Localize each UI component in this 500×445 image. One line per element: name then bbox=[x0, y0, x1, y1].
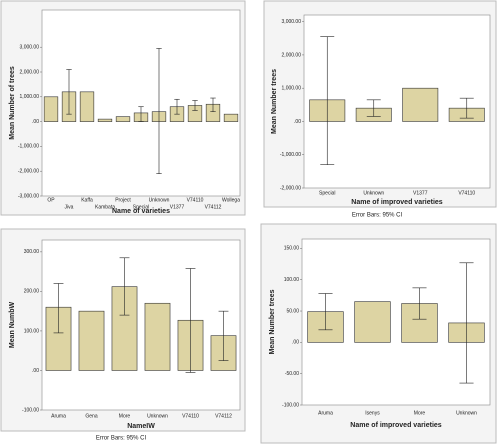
x-tick-label: Unknown bbox=[456, 410, 477, 416]
x-tick-label: Isenys bbox=[365, 410, 380, 416]
y-tick-label: .00 bbox=[292, 340, 299, 346]
y-tick-label: 1,000.00 bbox=[282, 86, 302, 92]
x-tick-label: Special bbox=[133, 204, 149, 210]
y-tick-label: 3,000.00 bbox=[20, 45, 40, 51]
y-axis-title: Mean Number trees bbox=[269, 289, 276, 354]
x-tick-label: Kambata bbox=[95, 204, 115, 210]
y-tick-label: -2,000.00 bbox=[18, 169, 39, 175]
y-tick-label: -2,000.00 bbox=[280, 185, 301, 191]
footnote: Error Bars: 95% CI bbox=[96, 436, 147, 442]
x-axis-title: NameIW bbox=[127, 423, 155, 430]
x-tick-label: V74110 bbox=[187, 197, 204, 203]
bar bbox=[97, 118, 113, 122]
y-axis-title: Mean NumbW bbox=[9, 301, 16, 348]
bar bbox=[354, 301, 391, 343]
bar bbox=[79, 91, 95, 122]
y-tick-label: .00 bbox=[32, 119, 39, 125]
x-tick-label: Gena bbox=[85, 413, 97, 419]
x-tick-label: Unknown bbox=[147, 413, 168, 419]
y-axis-title: Mean Number of trees bbox=[9, 66, 16, 140]
x-tick-label: Aruma bbox=[318, 410, 333, 416]
x-tick-label: OP bbox=[47, 197, 55, 203]
bar bbox=[43, 96, 59, 122]
y-tick-label: 50.00 bbox=[286, 308, 299, 314]
x-tick-label: V74112 bbox=[215, 413, 232, 419]
y-tick-label: 2,000.00 bbox=[20, 69, 40, 75]
x-tick-label: Special bbox=[319, 190, 335, 196]
x-tick-label: V74110 bbox=[458, 190, 475, 196]
x-tick-label: More bbox=[414, 410, 426, 416]
x-tick-label: Wollega bbox=[222, 197, 240, 203]
x-tick-label: More bbox=[119, 413, 131, 419]
y-tick-label: -1,000.00 bbox=[18, 144, 39, 150]
bar bbox=[78, 310, 105, 371]
bar bbox=[223, 113, 239, 122]
y-tick-label: 200.00 bbox=[24, 289, 40, 295]
y-tick-label: -100.00 bbox=[282, 402, 299, 408]
x-tick-label: Unknown bbox=[363, 190, 384, 196]
y-axis-title: Mean Number trees bbox=[271, 69, 278, 134]
x-axis-title: Name of improved varieties bbox=[350, 422, 442, 429]
bar bbox=[144, 302, 171, 371]
y-tick-label: 3,000.00 bbox=[282, 19, 302, 25]
y-tick-label: .00 bbox=[294, 119, 301, 125]
y-tick-label: 2,000.00 bbox=[282, 52, 302, 58]
x-axis-title: Name of improved varieties bbox=[351, 199, 443, 206]
y-tick-label: 150.00 bbox=[284, 246, 300, 252]
y-tick-label: 100.00 bbox=[24, 328, 40, 334]
x-tick-label: V1377 bbox=[413, 190, 428, 196]
plot-area bbox=[41, 239, 241, 411]
y-tick-label: 100.00 bbox=[284, 277, 300, 283]
y-tick-label: -100.00 bbox=[22, 407, 39, 413]
y-tick-label: -1,000.00 bbox=[280, 152, 301, 158]
bar bbox=[115, 116, 131, 122]
x-tick-label: Jiva bbox=[65, 204, 74, 210]
x-tick-label: V1377 bbox=[170, 204, 185, 210]
y-tick-label: 1,000.00 bbox=[20, 94, 40, 100]
y-tick-label: .00 bbox=[32, 368, 39, 374]
x-tick-label: Unknown bbox=[149, 197, 170, 203]
x-tick-label: Project bbox=[115, 197, 131, 203]
x-tick-label: V74112 bbox=[205, 204, 222, 210]
x-tick-label: Kaffa bbox=[81, 197, 93, 203]
y-tick-label: -50.00 bbox=[285, 371, 299, 377]
y-tick-label: 300.00 bbox=[24, 249, 40, 255]
x-tick-label: Aruma bbox=[51, 413, 66, 419]
x-tick-label: V74110 bbox=[182, 413, 199, 419]
footnote: Error Bars: 95% CI bbox=[352, 213, 403, 219]
bar bbox=[402, 87, 439, 122]
x-axis-title: Name of varieties bbox=[112, 208, 170, 215]
y-tick-label: -3,000.00 bbox=[18, 193, 39, 199]
